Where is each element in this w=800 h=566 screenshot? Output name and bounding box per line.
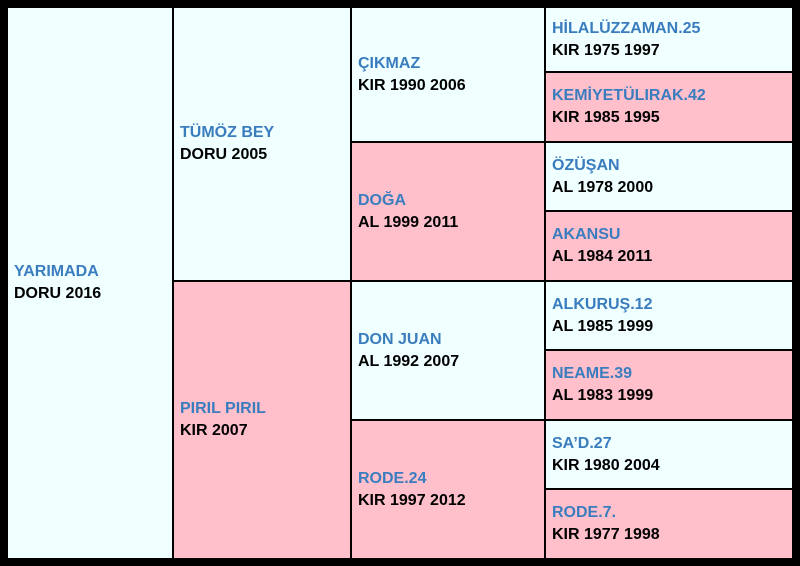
great-grandparent-cell: NEAME.39 AL 1983 1999 bbox=[546, 351, 792, 419]
great-grandparent-info: KIR 1985 1995 bbox=[552, 109, 660, 126]
sire-name: TÜMÖZ BEY bbox=[180, 124, 275, 141]
great-grandparent-cell: KEMİYETÜLIRAK.42 KIR 1985 1995 bbox=[546, 73, 792, 141]
sire-dam-cell: DOĞA AL 1999 2011 bbox=[352, 143, 544, 280]
great-grandparent-info: AL 1978 2000 bbox=[552, 178, 654, 196]
sire-info: DORU 2005 bbox=[180, 146, 268, 163]
great-grandparent-info: AL 1983 1999 bbox=[552, 387, 654, 404]
sire-dam-info: AL 1999 2011 bbox=[358, 213, 459, 231]
great-grandparent-name: ÖZÜŞAN bbox=[552, 156, 620, 174]
great-grandparent-name: KEMİYETÜLIRAK.42 bbox=[552, 87, 706, 104]
great-grandparent-info: AL 1985 1999 bbox=[552, 317, 654, 335]
dam-info: KIR 2007 bbox=[180, 422, 248, 439]
dam-dam-cell: RODE.24 KIR 1997 2012 bbox=[352, 421, 544, 558]
great-grandparent-cell: ÖZÜŞAN AL 1978 2000 bbox=[546, 143, 792, 210]
sire-cell: TÜMÖZ BEY DORU 2005 bbox=[174, 8, 350, 280]
dam-name: PIRIL PIRIL bbox=[180, 400, 266, 417]
sire-dam-name: DOĞA bbox=[358, 191, 406, 209]
great-grandparent-name: AKANSU bbox=[552, 226, 621, 243]
great-grandparent-cell: AKANSU AL 1984 2011 bbox=[546, 212, 792, 280]
sire-sire-cell: ÇIKMAZ KIR 1990 2006 bbox=[352, 8, 544, 141]
great-grandparent-info: KIR 1980 2004 bbox=[552, 456, 660, 474]
dam-sire-cell: DON JUAN AL 1992 2007 bbox=[352, 282, 544, 419]
dam-cell: PIRIL PIRIL KIR 2007 bbox=[174, 282, 350, 558]
great-grandparent-name: HİLALÜZZAMAN.25 bbox=[552, 19, 701, 37]
great-grandparent-cell: ALKURUŞ.12 AL 1985 1999 bbox=[546, 282, 792, 349]
dam-dam-name: RODE.24 bbox=[358, 469, 427, 487]
great-grandparent-cell: RODE.7. KIR 1977 1998 bbox=[546, 490, 792, 558]
great-grandparent-name: SA’D.27 bbox=[552, 434, 612, 452]
great-grandparent-info: AL 1984 2011 bbox=[552, 248, 653, 265]
great-grandparent-cell: HİLALÜZZAMAN.25 KIR 1975 1997 bbox=[546, 8, 792, 71]
subject-horse-cell: YARIMADA DORU 2016 bbox=[8, 8, 172, 558]
great-grandparent-name: ALKURUŞ.12 bbox=[552, 295, 653, 313]
subject-horse-name: YARIMADA bbox=[14, 263, 99, 280]
great-grandparent-cell: SA’D.27 KIR 1980 2004 bbox=[546, 421, 792, 488]
great-grandparent-info: KIR 1975 1997 bbox=[552, 41, 660, 59]
dam-sire-info: AL 1992 2007 bbox=[358, 352, 460, 370]
great-grandparent-name: RODE.7. bbox=[552, 504, 617, 521]
dam-dam-info: KIR 1997 2012 bbox=[358, 491, 466, 509]
great-grandparent-name: NEAME.39 bbox=[552, 365, 633, 382]
sire-sire-name: ÇIKMAZ bbox=[358, 54, 421, 72]
sire-sire-info: KIR 1990 2006 bbox=[358, 76, 466, 94]
dam-sire-name: DON JUAN bbox=[358, 330, 442, 348]
subject-horse-info: DORU 2016 bbox=[14, 285, 102, 302]
great-grandparent-info: KIR 1977 1998 bbox=[552, 526, 660, 543]
